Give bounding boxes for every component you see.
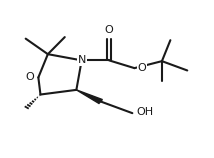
- Text: N: N: [78, 55, 86, 65]
- Polygon shape: [76, 90, 102, 103]
- Text: O: O: [105, 25, 113, 35]
- Text: OH: OH: [137, 107, 154, 117]
- Text: O: O: [25, 73, 34, 82]
- Text: O: O: [138, 63, 146, 73]
